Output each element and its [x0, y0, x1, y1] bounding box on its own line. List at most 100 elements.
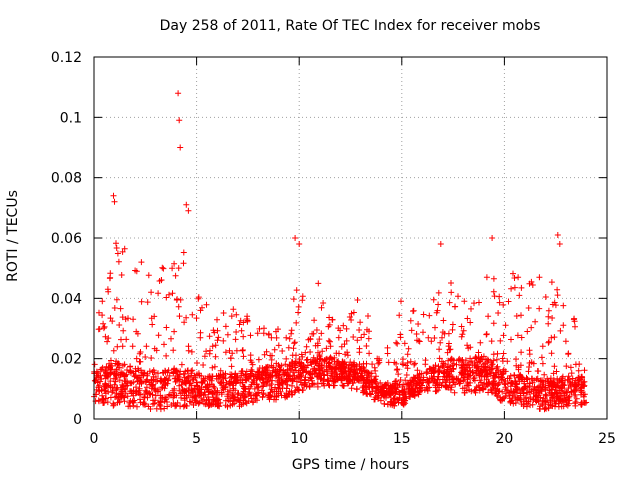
data-point: [565, 385, 572, 392]
data-point: [187, 380, 194, 387]
data-point: [557, 327, 564, 334]
data-point: [298, 372, 305, 379]
data-point: [393, 339, 400, 346]
data-point: [273, 334, 280, 341]
data-point: [439, 334, 445, 341]
data-point: [351, 374, 358, 381]
data-point: [494, 386, 501, 392]
data-point: [118, 336, 124, 343]
data-point: [388, 399, 395, 406]
data-point: [158, 277, 165, 283]
data-point: [356, 327, 363, 333]
data-point: [493, 371, 500, 378]
data-point: [400, 356, 406, 363]
data-point: [557, 392, 563, 399]
data-point: [121, 398, 128, 405]
data-point: [529, 386, 535, 393]
data-point: [356, 345, 363, 352]
data-point: [384, 344, 391, 351]
data-point: [514, 332, 521, 339]
data-point: [127, 363, 134, 370]
data-point: [283, 355, 290, 362]
data-point: [115, 360, 122, 367]
data-point: [485, 313, 492, 320]
data-point: [368, 384, 375, 391]
data-point: [286, 373, 293, 380]
data-point: [215, 334, 222, 341]
data-point: [480, 361, 487, 368]
data-point: [536, 305, 543, 312]
data-point: [233, 311, 240, 318]
data-point: [133, 268, 140, 275]
data-point: [495, 388, 502, 395]
data-point: [473, 364, 480, 370]
data-point: [396, 312, 403, 319]
data-point: [260, 390, 267, 397]
data-point: [240, 333, 247, 340]
data-point: [229, 389, 236, 396]
data-point: [93, 369, 100, 376]
data-point: [181, 402, 188, 409]
data-point: [222, 370, 229, 377]
data-point: [228, 313, 235, 320]
data-point: [110, 401, 117, 408]
data-point: [206, 350, 213, 357]
data-point: [334, 376, 341, 383]
data-point: [113, 240, 119, 247]
data-point: [343, 337, 350, 344]
data-point: [224, 388, 231, 395]
data-point: [115, 394, 122, 401]
data-point: [175, 303, 182, 310]
data-point: [165, 367, 172, 374]
data-point: [466, 386, 473, 393]
data-point: [432, 382, 439, 389]
data-point: [350, 334, 357, 340]
data-point: [577, 401, 584, 408]
data-point: [548, 350, 555, 357]
data-point: [284, 366, 291, 373]
data-point: [314, 383, 321, 390]
data-point: [511, 381, 518, 388]
data-point: [216, 403, 223, 410]
data-point: [157, 399, 164, 406]
data-point: [554, 292, 561, 299]
data-point: [530, 396, 537, 403]
data-point: [524, 328, 531, 335]
data-point: [306, 384, 313, 390]
data-point: [529, 282, 536, 288]
data-point: [406, 385, 413, 392]
data-point: [233, 329, 240, 335]
data-point: [338, 377, 345, 384]
data-point: [320, 371, 327, 378]
data-point: [525, 398, 532, 405]
data-point: [121, 385, 128, 392]
data-point: [507, 383, 514, 390]
data-point: [171, 375, 178, 382]
data-point: [468, 305, 474, 312]
data-point: [161, 385, 168, 392]
data-point: [114, 399, 121, 406]
data-point: [291, 339, 298, 346]
data-point: [175, 373, 182, 380]
data-point: [208, 377, 215, 384]
data-point: [214, 387, 221, 394]
data-point: [326, 355, 333, 362]
data-point: [444, 349, 451, 356]
data-point: [546, 380, 553, 387]
data-point: [366, 373, 373, 380]
data-point: [193, 315, 200, 322]
data-point: [160, 265, 167, 272]
data-point: [459, 331, 466, 338]
data-point: [298, 377, 304, 384]
data-point: [127, 398, 134, 404]
data-point: [351, 362, 358, 369]
data-point: [511, 284, 518, 291]
data-point: [276, 363, 283, 370]
data-point: [400, 388, 407, 395]
data-point: [171, 260, 178, 267]
data-point: [483, 331, 490, 338]
data-point: [180, 249, 187, 256]
data-point: [134, 403, 140, 410]
data-point: [144, 299, 151, 306]
